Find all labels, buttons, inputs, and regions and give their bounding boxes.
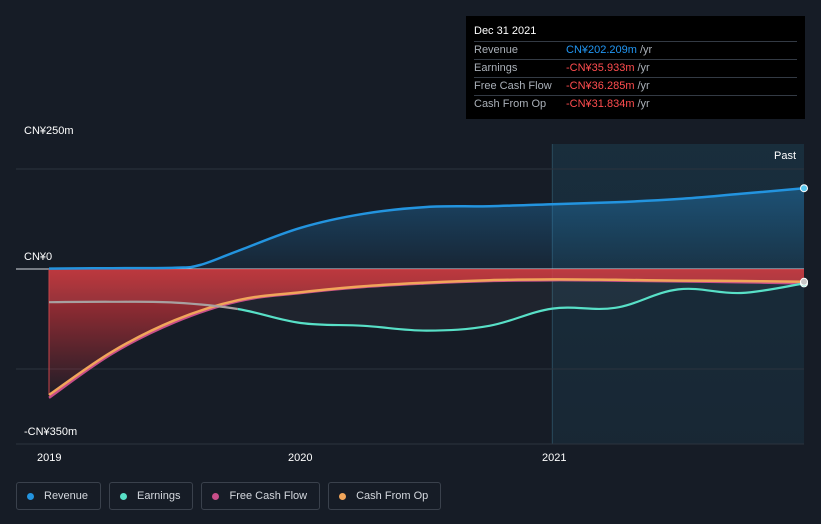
x-tick-label-2019: 2019 xyxy=(37,452,62,464)
earnings-line-early xyxy=(48,300,238,311)
revenue-area xyxy=(49,188,804,269)
tooltip-unit: /yr xyxy=(637,98,650,110)
tooltip-date: Dec 31 2021 xyxy=(474,23,797,42)
earnings-area xyxy=(49,269,804,331)
tooltip-row-earnings: Earnings -CN¥35.933m /yr xyxy=(474,60,797,78)
legend-label: Free Cash Flow xyxy=(229,490,308,502)
legend-item-earnings[interactable]: Earnings xyxy=(109,482,194,510)
tooltip-row-revenue: Revenue CN¥202.209m /yr xyxy=(474,42,797,60)
tooltip-label: Cash From Op xyxy=(474,98,547,110)
revenue-dot-icon xyxy=(27,492,34,500)
legend-label: Earnings xyxy=(137,490,181,502)
legend-label: Revenue xyxy=(44,490,89,502)
earnings-dot-icon xyxy=(120,492,128,500)
past-label: Past xyxy=(774,150,797,162)
tooltip-value: -CN¥35.933m xyxy=(566,62,635,74)
free-cash-flow-dot-icon xyxy=(212,492,220,500)
y-tick-label-zero: CN¥0 xyxy=(24,251,53,263)
tooltip-unit: /yr xyxy=(637,80,650,92)
legend-item-free-cash-flow[interactable]: Free Cash Flow xyxy=(201,482,321,510)
x-tick-label-2021: 2021 xyxy=(542,452,567,464)
y-tick-label-bottom: -CN¥350m xyxy=(24,426,78,438)
tooltip-value: -CN¥36.285m xyxy=(566,80,635,92)
tooltip-row-free-cash-flow: Free Cash Flow -CN¥36.285m /yr xyxy=(474,78,797,96)
tooltip-label: Earnings xyxy=(474,62,518,74)
x-tick-label-2020: 2020 xyxy=(288,452,313,464)
tooltip-unit: /yr xyxy=(639,44,653,56)
tooltip: Dec 31 2021 Revenue CN¥202.209m /yr Earn… xyxy=(466,16,805,119)
legend-label: Cash From Op xyxy=(356,490,429,502)
revenue-line xyxy=(48,186,805,270)
tooltip-value: -CN¥31.834m xyxy=(566,98,635,110)
y-tick-label-top: CN¥250m xyxy=(24,125,74,137)
tooltip-value: CN¥202.209m xyxy=(566,44,637,56)
legend-item-revenue[interactable]: Revenue xyxy=(16,482,102,510)
negative-area xyxy=(49,269,804,395)
legend: Revenue Earnings Free Cash Flow Cash Fro… xyxy=(16,482,449,510)
cash-from-op-line xyxy=(48,278,805,397)
cash-from-op-end-marker xyxy=(800,277,808,286)
legend-item-cash-from-op[interactable]: Cash From Op xyxy=(328,482,442,510)
tooltip-row-cash-from-op: Cash From Op -CN¥31.834m /yr xyxy=(474,96,797,113)
earnings-line xyxy=(237,282,805,332)
tooltip-label: Revenue xyxy=(474,44,519,56)
tooltip-unit: /yr xyxy=(637,62,650,74)
cash-from-op-dot-icon xyxy=(339,492,347,500)
revenue-end-marker xyxy=(800,184,808,193)
tooltip-label: Free Cash Flow xyxy=(474,80,552,92)
